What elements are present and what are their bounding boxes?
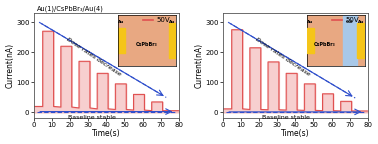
Legend: 50V: 50V	[140, 15, 173, 26]
Text: Baseline stable: Baseline stable	[262, 115, 310, 121]
Text: Dose rates decrease: Dose rates decrease	[65, 37, 122, 77]
Text: Au(1)/CsPbBr₃/Au(4): Au(1)/CsPbBr₃/Au(4)	[37, 6, 104, 12]
Y-axis label: Current(nA): Current(nA)	[195, 43, 204, 88]
Text: Dose rates decrease: Dose rates decrease	[254, 37, 311, 77]
X-axis label: Time(s): Time(s)	[281, 129, 310, 138]
Legend: 50V: 50V	[329, 15, 362, 26]
Text: Baseline stable: Baseline stable	[68, 115, 116, 121]
Y-axis label: Current(nA): Current(nA)	[6, 43, 15, 88]
X-axis label: Time(s): Time(s)	[92, 129, 121, 138]
